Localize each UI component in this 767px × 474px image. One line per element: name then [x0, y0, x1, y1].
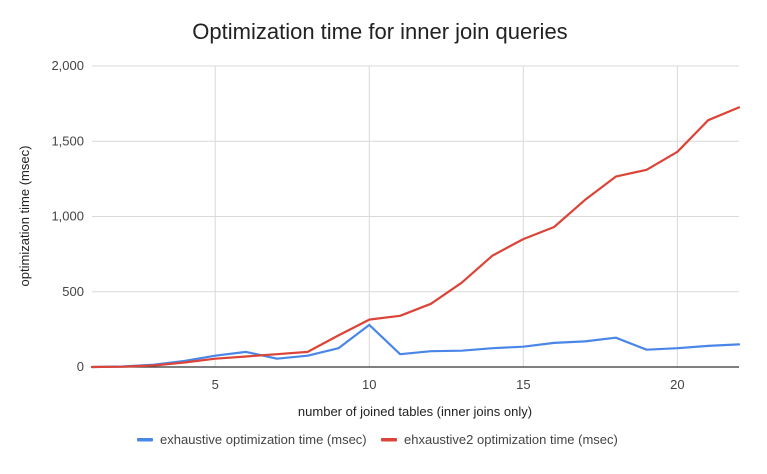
legend: exhaustive optimization time (msec) ehxau… — [137, 432, 618, 447]
y-axis-ticks: 0 500 1,000 1,500 2,000 — [51, 58, 84, 374]
legend-swatch-1 — [137, 438, 153, 442]
y-tick-label: 1,000 — [51, 209, 84, 224]
x-tick-label: 20 — [670, 377, 684, 392]
x-tick-label: 5 — [212, 377, 219, 392]
y-tick-label: 500 — [62, 284, 84, 299]
chart-title: Optimization time for inner join queries — [192, 19, 567, 44]
y-tick-label: 2,000 — [51, 58, 84, 73]
series-line-2 — [90, 106, 741, 369]
legend-label-2: ehxaustive2 optimization time (msec) — [404, 432, 618, 447]
grid — [92, 65, 739, 368]
x-axis-label: number of joined tables (inner joins onl… — [298, 404, 532, 419]
legend-label-1: exhaustive optimization time (msec) — [160, 432, 367, 447]
legend-swatch-2 — [381, 438, 397, 442]
series-lines — [90, 106, 741, 369]
x-tick-label: 10 — [362, 377, 376, 392]
x-tick-label: 15 — [516, 377, 530, 392]
y-tick-label: 0 — [77, 359, 84, 374]
y-tick-label: 1,500 — [51, 133, 84, 148]
x-axis-ticks: 5 10 15 20 — [212, 377, 685, 392]
y-axis-label: optimization time (msec) — [17, 146, 32, 287]
series-line-1 — [90, 323, 741, 369]
